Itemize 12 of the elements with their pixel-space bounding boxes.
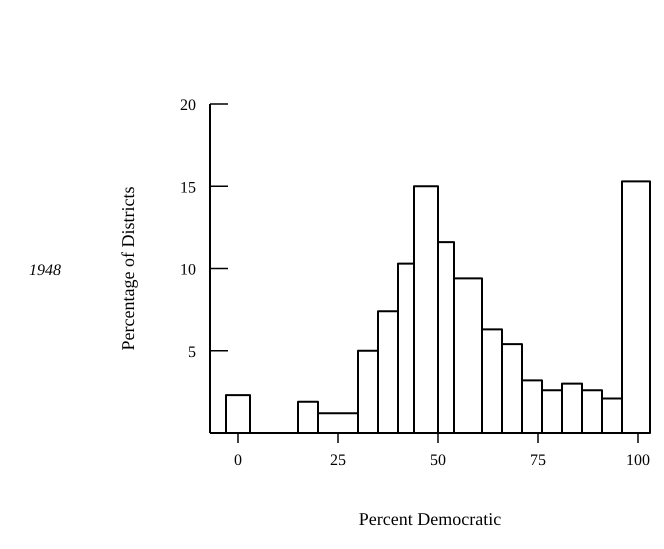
text: 1948 (29, 262, 61, 279)
y-axis-title: Percentage of Districts (118, 186, 138, 350)
x-tick-label: 100 (626, 452, 650, 469)
x-tick-label: 50 (430, 452, 446, 469)
x-axis-title: Percent Democratic (358, 509, 502, 529)
x-tick-label: 75 (530, 452, 546, 469)
y-tick-label: 10 (180, 262, 196, 278)
x-tick-label: 0 (234, 452, 242, 469)
y-tick-label: 20 (180, 97, 196, 114)
y-tick-label: 5 (188, 344, 196, 361)
x-tick-label: 25 (330, 452, 346, 469)
y-tick-label: 15 (180, 179, 196, 196)
